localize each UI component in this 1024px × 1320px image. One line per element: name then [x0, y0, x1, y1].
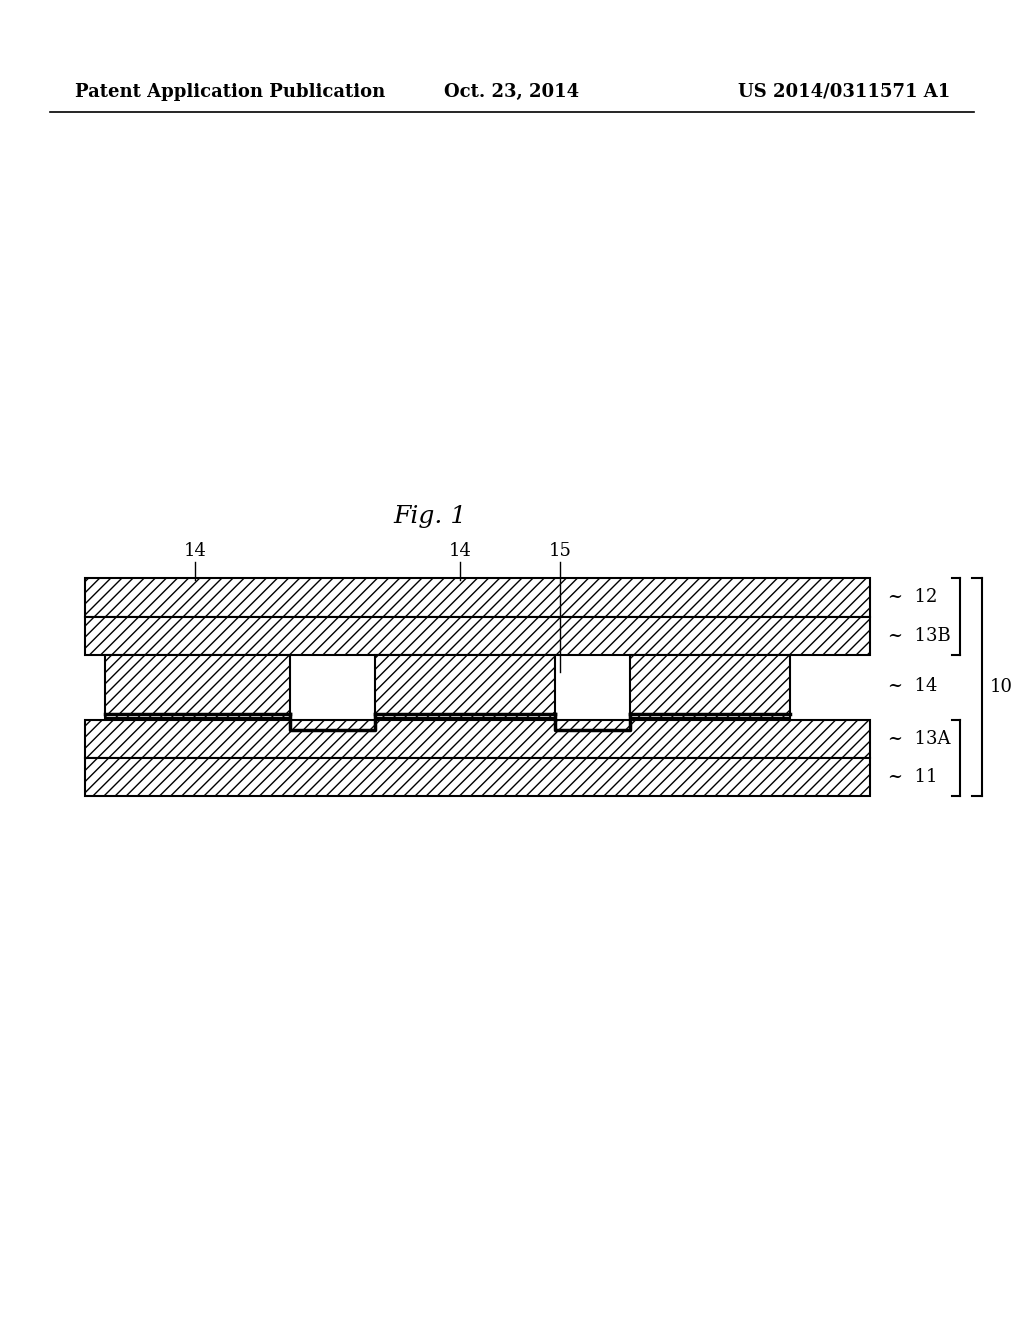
Text: ~  13B: ~ 13B — [888, 627, 950, 645]
Bar — [85, 578, 870, 616]
Text: ~  14: ~ 14 — [888, 677, 937, 696]
Bar — [105, 655, 290, 718]
Bar — [85, 616, 870, 655]
Bar — [85, 758, 870, 796]
Text: 15: 15 — [549, 543, 571, 560]
Text: 14: 14 — [183, 543, 207, 560]
Text: US 2014/0311571 A1: US 2014/0311571 A1 — [737, 83, 950, 102]
Bar — [630, 655, 790, 718]
Bar — [85, 719, 870, 758]
Text: Fig. 1: Fig. 1 — [393, 506, 467, 528]
Bar — [375, 655, 555, 718]
Text: 14: 14 — [449, 543, 471, 560]
Text: 10: 10 — [990, 678, 1013, 696]
Text: Oct. 23, 2014: Oct. 23, 2014 — [444, 83, 580, 102]
Text: Patent Application Publication: Patent Application Publication — [75, 83, 385, 102]
Text: ~  12: ~ 12 — [888, 587, 937, 606]
Text: ~  11: ~ 11 — [888, 768, 938, 785]
Text: ~  13A: ~ 13A — [888, 730, 950, 748]
